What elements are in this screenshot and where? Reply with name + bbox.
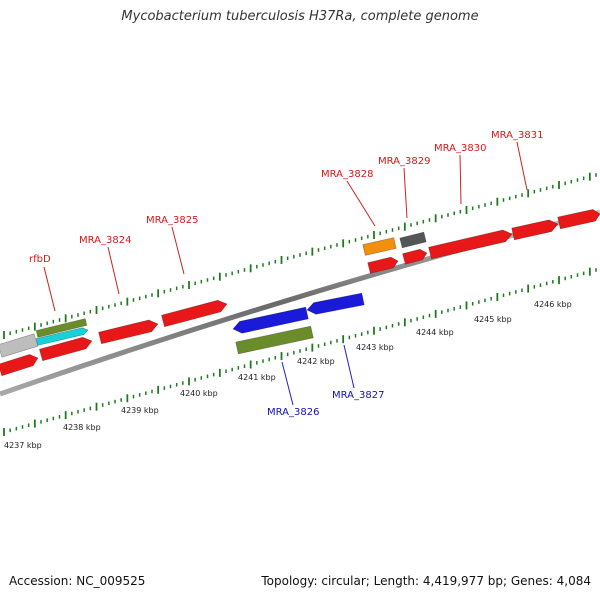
kbp-label-4237: 4237 kbp	[4, 441, 42, 450]
label-leader-line	[107, 246, 120, 295]
label-leader-line	[403, 167, 408, 219]
gene-arrow-MRA_3825	[161, 299, 228, 328]
label-leader-line	[43, 266, 56, 312]
gene-features	[0, 209, 600, 377]
label-leader-line	[346, 180, 376, 227]
kbp-label-4246: 4246 kbp	[534, 300, 572, 309]
lower-tick-track	[3, 267, 597, 436]
kbp-label-4241: 4241 kbp	[238, 373, 276, 382]
gene-arrow-rfbD-gray	[0, 333, 39, 358]
gene-arrow-MRA_3824	[98, 319, 159, 345]
kbp-label-4245: 4245 kbp	[474, 315, 512, 324]
gene-arrow-MRA_3826-olive	[235, 325, 314, 355]
label-leader-line	[281, 361, 294, 406]
gene-label-leaders	[43, 141, 528, 406]
gene-label-MRA_3825: MRA_3825	[146, 215, 198, 226]
gene-label-MRA_3829: MRA_3829	[378, 156, 430, 167]
kbp-axis-labels: 4237 kbp 4238 kbp 4239 kbp 4240 kbp 4241…	[4, 300, 572, 450]
gene-arrow-MRA_3830	[428, 229, 513, 260]
label-leader-line	[516, 141, 528, 191]
figure-title: Mycobacterium tuberculosis H37Ra, comple…	[121, 9, 479, 24]
gene-label-MRA_3831: MRA_3831	[491, 130, 543, 141]
kbp-label-4243: 4243 kbp	[356, 343, 394, 352]
label-leader-line	[343, 344, 355, 389]
gene-label-MRA_3828: MRA_3828	[321, 169, 373, 180]
gene-arrow-MRA_3826	[232, 306, 309, 334]
label-leader-line	[171, 226, 185, 275]
minus-strand-gene-labels: MRA_3826 MRA_3827	[267, 390, 384, 418]
gene-arrow-rfbD-olive	[35, 318, 88, 338]
gene-label-MRA_3826: MRA_3826	[267, 407, 319, 418]
plus-strand-gene-labels: rfbD MRA_3824 MRA_3825 MRA_3828 MRA_3829…	[29, 130, 543, 265]
gene-label-MRA_3824: MRA_3824	[79, 235, 131, 246]
kbp-label-4240: 4240 kbp	[180, 389, 218, 398]
gene-arrow-MRA_3827	[306, 292, 365, 315]
label-leader-line	[459, 154, 462, 205]
genome-summary-text: Topology: circular; Length: 4,419,977 bp…	[261, 574, 591, 588]
gene-arrow-MRA_3831	[511, 219, 559, 241]
gene-arrow-MRA_3828-red	[367, 256, 399, 274]
gene-arrow-plus-2	[39, 336, 93, 362]
kbp-label-4242: 4242 kbp	[297, 357, 335, 366]
gene-arrow-plus-right-edge	[557, 209, 600, 230]
gene-arrow-MRA_3828	[362, 237, 397, 256]
accession-text: Accession: NC_009525	[9, 574, 146, 588]
gene-arrow-rfbD-cyan	[35, 327, 89, 346]
kbp-label-4238: 4238 kbp	[63, 423, 101, 432]
gene-arrow-left-edge	[0, 354, 39, 377]
gene-label-MRA_3827: MRA_3827	[332, 390, 384, 401]
gene-arrow-MRA_3829-gray	[399, 231, 427, 249]
gene-arrow-MRA_3829	[402, 248, 428, 265]
kbp-label-4239: 4239 kbp	[121, 406, 159, 415]
gene-label-rfbD: rfbD	[29, 254, 51, 265]
upper-tick-track	[3, 172, 597, 339]
kbp-label-4244: 4244 kbp	[416, 328, 454, 337]
gene-label-MRA_3830: MRA_3830	[434, 143, 486, 154]
